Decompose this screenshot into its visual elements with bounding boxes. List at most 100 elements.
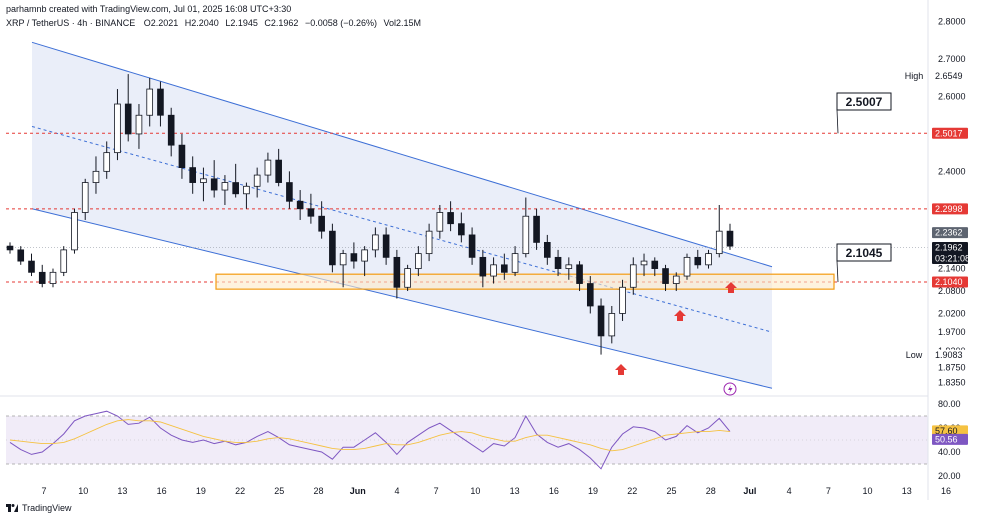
time-tick-label: 13: [902, 486, 912, 496]
candle-body: [286, 182, 293, 202]
price-tag-3-bg: [932, 349, 968, 361]
time-tick-label: 25: [666, 486, 676, 496]
candle: [361, 246, 368, 277]
candle-body: [490, 264, 497, 277]
support-zone: [215, 273, 835, 290]
channel-upper-line: [31, 41, 773, 268]
time-tick-label: 10: [863, 486, 873, 496]
price-tag-0-bg: [932, 70, 968, 82]
candle-body: [608, 313, 616, 337]
footer-brand: TradingView: [6, 503, 72, 513]
candle: [565, 257, 573, 280]
candle-body: [6, 245, 14, 251]
candle: [232, 163, 239, 198]
level-tag-0: 2.5017: [932, 127, 968, 139]
time-tick-label: 28: [314, 486, 324, 496]
price-tick-label: 2.0200: [938, 308, 966, 318]
candle-body: [71, 212, 78, 251]
candle: [576, 261, 583, 292]
candle-body: [232, 182, 239, 195]
candle-body: [458, 223, 465, 236]
candle: [715, 205, 723, 258]
candle-body: [296, 200, 304, 210]
rsi-tag-0: 57.60: [932, 425, 968, 437]
time-tick-label: Jul: [743, 486, 756, 496]
candle: [146, 77, 154, 127]
price-tag-3: 1.9083: [932, 349, 968, 361]
candle: [683, 253, 691, 280]
ohlc-high: H2.2040: [184, 18, 219, 28]
candle: [544, 234, 551, 265]
candle: [200, 167, 207, 202]
candle: [60, 246, 68, 277]
candle: [210, 160, 218, 198]
candle: [662, 264, 669, 292]
level-tag-1: 2.2998: [932, 203, 968, 215]
time-tick-label: 10: [78, 486, 88, 496]
candle: [436, 205, 444, 239]
level-tag-2-text: 2.1040: [935, 277, 963, 287]
candle-body: [479, 256, 487, 277]
rsi-series-1: [9, 419, 731, 452]
candle-body: [339, 253, 347, 266]
time-tick-label: 13: [510, 486, 520, 496]
price-tick-label: 2.8000: [938, 17, 966, 27]
candle: [264, 152, 272, 183]
candle: [350, 242, 358, 269]
candle: [329, 223, 336, 273]
time-tick-label: 25: [274, 486, 284, 496]
candle: [640, 253, 648, 277]
candle-body: [275, 159, 282, 183]
candle-body: [522, 215, 530, 255]
time-tick-label: 4: [394, 486, 399, 496]
level-tag-0-bg: [932, 127, 968, 139]
time-tick-label: 19: [588, 486, 598, 496]
level-tag-1-text: 2.2998: [935, 204, 963, 214]
candle: [157, 81, 164, 127]
candle: [501, 253, 508, 280]
candle: [479, 249, 487, 288]
candle-body: [565, 264, 573, 269]
candle-body: [382, 234, 390, 258]
price-tag-2-sub: 03:21:08: [935, 254, 970, 264]
price-tag-1: 2.2362: [932, 227, 968, 239]
price-tick-label: 2.0800: [938, 286, 966, 296]
candle-body: [404, 268, 411, 288]
candle: [629, 257, 637, 295]
candle: [307, 193, 315, 224]
ohlc-open: O2.2021: [143, 18, 179, 28]
callout-lower: 2.1045: [836, 243, 892, 283]
candle: [17, 246, 25, 265]
candle: [296, 190, 304, 220]
candle: [167, 107, 175, 157]
rsi-tag-1: 50.56: [932, 433, 968, 445]
time-tick-label: 7: [826, 486, 831, 496]
ohlc-volume: Vol2.15M: [383, 18, 422, 28]
candle-body: [329, 230, 336, 266]
ohlc-close: C2.1962: [264, 18, 299, 28]
candle-body: [264, 159, 272, 176]
candle: [339, 249, 347, 288]
price-tag-0: 2.6549: [932, 70, 968, 82]
price-tag-0-text: 2.6549: [935, 71, 963, 81]
callout-lower-text: 2.1045: [846, 246, 883, 260]
candle: [28, 253, 35, 277]
candle-body: [662, 268, 669, 284]
channel-fill: [32, 42, 772, 389]
lightning-icon: [723, 382, 737, 396]
candle: [425, 223, 433, 262]
price-tag-2-bg: [932, 242, 968, 265]
price-tag-2-text: 2.1962: [935, 243, 963, 253]
level-tag-0-text: 2.5017: [935, 128, 963, 138]
rsi-tag-bg: [932, 425, 968, 437]
callout-upper: 2.5007: [836, 92, 892, 134]
candle-body: [167, 114, 175, 146]
price-tag-3-text: 1.9083: [935, 350, 963, 360]
candle-body: [103, 152, 111, 172]
candle: [318, 201, 325, 239]
up-arrow-icon: [615, 364, 627, 375]
candle-body: [146, 88, 154, 116]
candle: [38, 264, 46, 288]
